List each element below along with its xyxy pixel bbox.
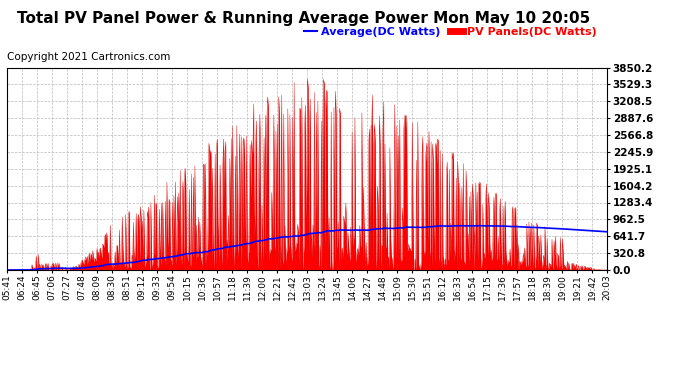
Legend: Average(DC Watts), PV Panels(DC Watts): Average(DC Watts), PV Panels(DC Watts) bbox=[299, 22, 602, 41]
Text: Total PV Panel Power & Running Average Power Mon May 10 20:05: Total PV Panel Power & Running Average P… bbox=[17, 11, 590, 26]
Text: Copyright 2021 Cartronics.com: Copyright 2021 Cartronics.com bbox=[7, 53, 170, 63]
